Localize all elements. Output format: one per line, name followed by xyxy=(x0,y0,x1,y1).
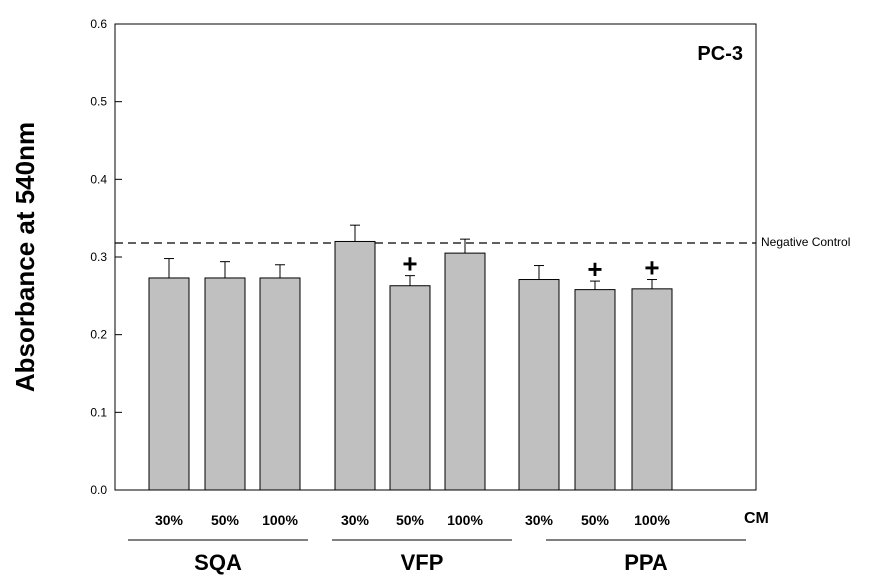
x-labels-layer: 30% 50% 100% 30% 50% 100% 30% 50% 100% xyxy=(155,512,670,528)
bar xyxy=(148,277,190,491)
bar xyxy=(334,240,376,491)
x-tick-label: 100% xyxy=(447,512,483,528)
y-tick-label: 0.5 xyxy=(90,95,107,109)
group-label: PPA xyxy=(624,550,668,575)
x-tick-label: 100% xyxy=(634,512,670,528)
significance-marker: + xyxy=(402,249,417,279)
y-tick-label: 0.4 xyxy=(90,172,107,186)
bar xyxy=(574,289,616,491)
x-tick-label: 50% xyxy=(581,512,610,528)
bar xyxy=(444,252,486,491)
x-tick-label: 30% xyxy=(155,512,184,528)
group-labels-layer: SQA VFP PPA xyxy=(128,539,746,575)
reference-line-label: Negative Control xyxy=(761,235,850,249)
bars-layer: + + + xyxy=(148,224,673,491)
bar xyxy=(518,279,560,491)
y-ticks-layer: 0.0 0.1 0.2 0.3 0.4 0.5 0.6 xyxy=(90,17,122,497)
y-tick-label: 0.2 xyxy=(90,328,107,342)
panel-label: PC-3 xyxy=(697,43,743,65)
y-tick-label: 0.1 xyxy=(90,405,107,419)
x-unit-label: CM xyxy=(744,510,769,527)
y-tick-label: 0.0 xyxy=(90,483,107,497)
y-tick-label: 0.6 xyxy=(90,17,107,31)
bar xyxy=(259,277,301,491)
bar xyxy=(204,277,246,491)
significance-marker: + xyxy=(587,254,602,284)
x-tick-label: 100% xyxy=(262,512,298,528)
x-tick-label: 50% xyxy=(396,512,425,528)
bar xyxy=(631,288,673,491)
group-label: SQA xyxy=(194,550,242,575)
group-label: VFP xyxy=(401,550,444,575)
x-tick-label: 50% xyxy=(211,512,240,528)
x-tick-label: 30% xyxy=(341,512,370,528)
x-tick-label: 30% xyxy=(525,512,554,528)
y-axis-label: Absorbance at 540nm xyxy=(10,122,40,392)
significance-marker: + xyxy=(644,253,659,283)
y-tick-label: 0.3 xyxy=(90,250,107,264)
bar xyxy=(389,285,431,491)
